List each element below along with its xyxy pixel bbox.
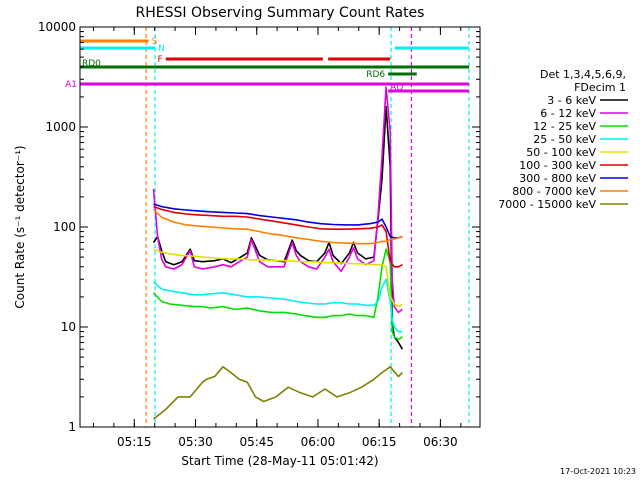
plot-frame [79,26,481,428]
legend-label-7: 800 - 7000 keV [512,185,596,198]
legend-label-6: 300 - 800 keV [519,172,596,185]
x-tick-label-0: 05:15 [117,435,152,449]
flag-label-f: F [158,55,163,65]
y-tick-label-2: 100 [53,220,76,234]
series-line-1 [152,86,403,314]
legend-label-1: 6 - 12 keV [540,107,596,120]
legend-label-3: 25 - 50 keV [533,133,596,146]
x-tick-label-3: 06:00 [301,435,336,449]
x-axis-label: Start Time (28-May-11 05:01:42) [181,454,378,468]
series-line-5 [153,205,403,268]
legend-label-2: 12 - 25 keV [533,120,596,133]
series-line-4 [153,248,403,308]
x-tick-label-1: 05:30 [178,435,213,449]
flag-label-rd0: RD0 [82,59,101,69]
series-line-8 [153,365,403,420]
series-line-7 [152,208,403,245]
legend-label-0: 3 - 6 keV [547,94,596,107]
x-tick-label-4: 06:15 [362,435,397,449]
flag-label-a1: A1 [65,80,77,90]
y-tick-label-3: 1000 [45,120,76,134]
flag-label-n: N [158,44,165,54]
legend-title-line-1: FDecim 1 [574,81,626,94]
series-line-2 [152,248,403,341]
x-axis: 05:15 05:30 05:45 06:00 06:15 06:30 [92,27,462,449]
series-line-3 [152,278,403,333]
y-tick-label-0: 1 [68,420,76,434]
legend-title-line-0: Det 1,3,4,5,6,9, [540,68,626,81]
legend-label-5: 100 - 300 keV [519,159,596,172]
series-line-6 [153,203,403,239]
y-axis: 1 10 100 1000 10000 [38,20,480,434]
y-axis-label: Count Rate (s⁻¹ detector⁻¹) [13,145,27,308]
footer-timestamp: 17-Oct-2021 10:23 [560,467,636,476]
chart-title: RHESSI Observing Summary Count Rates [136,5,425,21]
y-tick-label-4: 10000 [38,20,76,34]
y-tick-label-1: 10 [61,320,76,334]
legend-label-8: 7000 - 15000 keV [498,198,596,211]
legend-label-4: 50 - 100 keV [526,146,596,159]
x-tick-label-2: 05:45 [239,435,274,449]
flag-label-s: S [152,37,158,47]
flag-label-ad: AD [390,83,403,93]
plot-area: SNF RD0 RD6 A1 AD [65,27,470,427]
flag-label-rd6: RD6 [366,70,385,80]
x-tick-label-5: 06:30 [423,435,458,449]
